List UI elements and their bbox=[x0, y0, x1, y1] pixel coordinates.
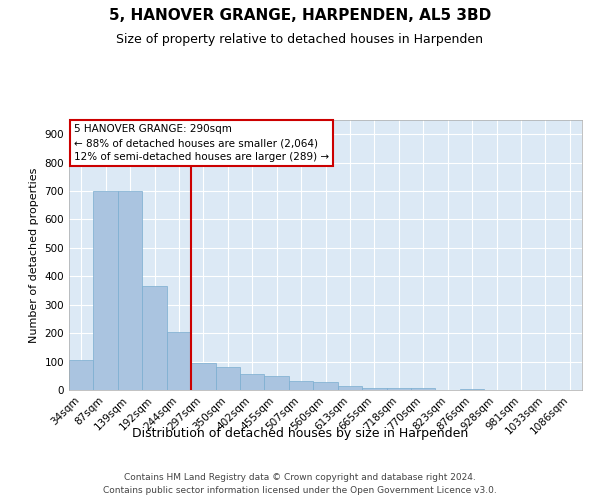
Text: Contains HM Land Registry data © Crown copyright and database right 2024.: Contains HM Land Registry data © Crown c… bbox=[124, 472, 476, 482]
Bar bbox=[411, 388, 436, 390]
Bar bbox=[460, 388, 484, 390]
Text: 5, HANOVER GRANGE, HARPENDEN, AL5 3BD: 5, HANOVER GRANGE, HARPENDEN, AL5 3BD bbox=[109, 8, 491, 22]
Bar bbox=[167, 332, 191, 390]
Bar bbox=[265, 376, 289, 390]
Y-axis label: Number of detached properties: Number of detached properties bbox=[29, 168, 39, 342]
Bar bbox=[313, 382, 338, 390]
Bar bbox=[118, 191, 142, 390]
Bar bbox=[362, 388, 386, 390]
Bar bbox=[69, 360, 94, 390]
Text: 5 HANOVER GRANGE: 290sqm
← 88% of detached houses are smaller (2,064)
12% of sem: 5 HANOVER GRANGE: 290sqm ← 88% of detach… bbox=[74, 124, 329, 162]
Bar bbox=[386, 388, 411, 390]
Bar bbox=[191, 363, 215, 390]
Bar bbox=[338, 386, 362, 390]
Text: Contains public sector information licensed under the Open Government Licence v3: Contains public sector information licen… bbox=[103, 486, 497, 495]
Text: Distribution of detached houses by size in Harpenden: Distribution of detached houses by size … bbox=[132, 428, 468, 440]
Bar bbox=[94, 191, 118, 390]
Bar bbox=[142, 286, 167, 390]
Bar bbox=[215, 368, 240, 390]
Bar bbox=[289, 382, 313, 390]
Text: Size of property relative to detached houses in Harpenden: Size of property relative to detached ho… bbox=[116, 32, 484, 46]
Bar bbox=[240, 374, 265, 390]
